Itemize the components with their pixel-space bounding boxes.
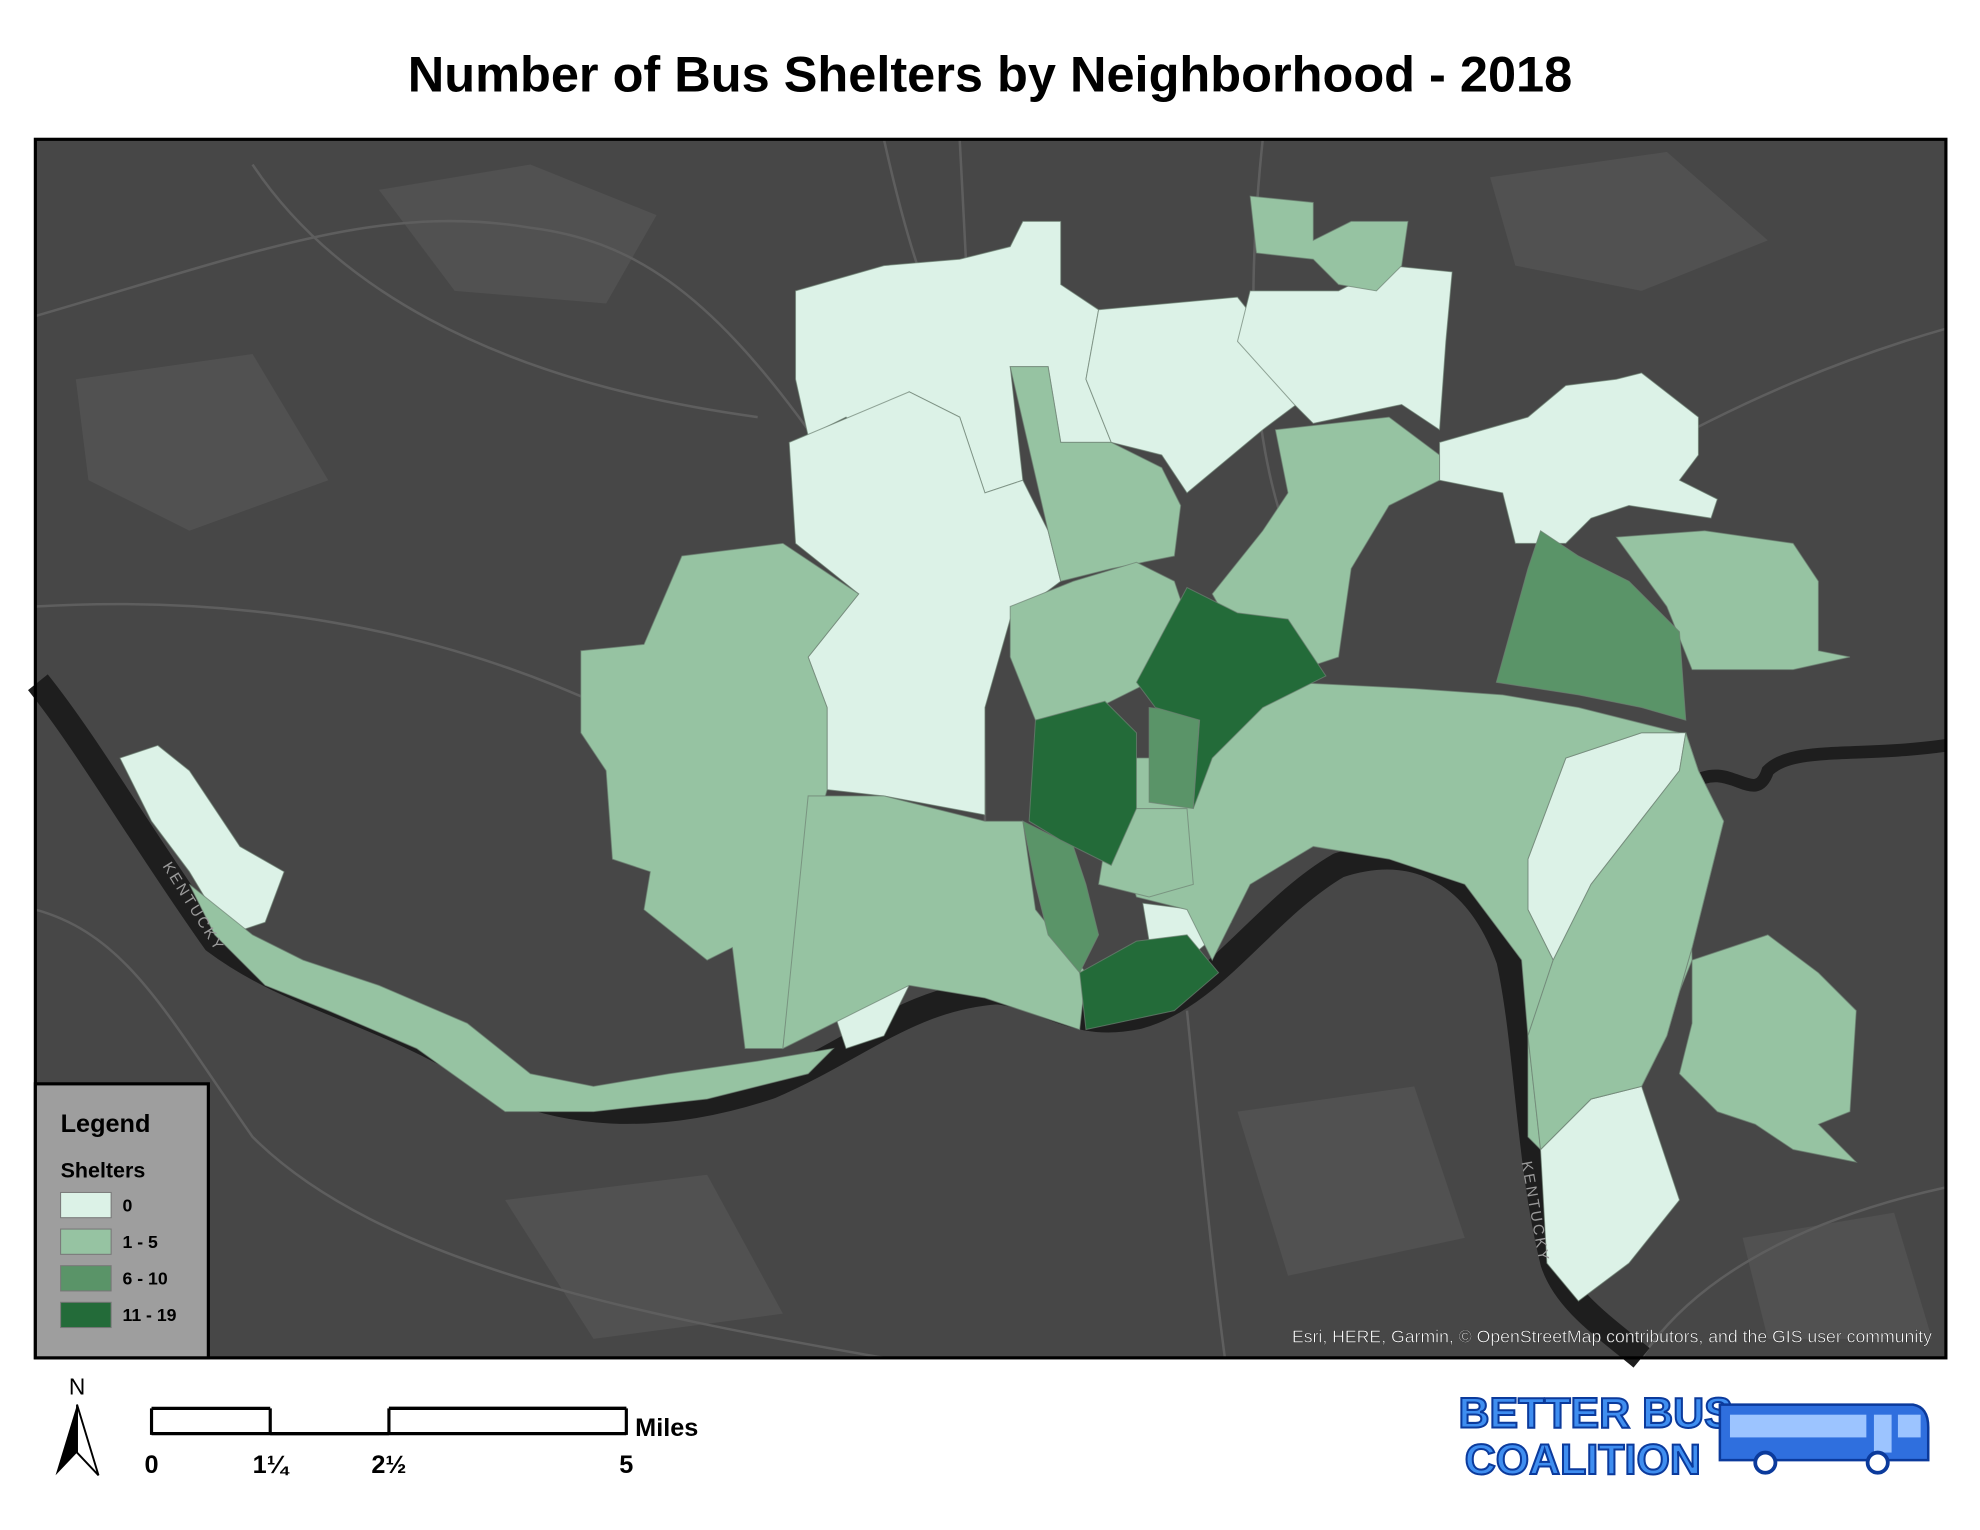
scale-unit: Miles	[635, 1414, 698, 1442]
neighborhood	[1009, 366, 1182, 582]
neighborhood	[1495, 529, 1687, 721]
legend-subtitle: Shelters	[61, 1158, 146, 1182]
licking-river	[1688, 739, 1947, 792]
neighborhood	[1678, 934, 1858, 1163]
scale-tick-label: 2½	[371, 1451, 406, 1479]
map-border	[33, 137, 1948, 1360]
north-arrow: N	[55, 1373, 100, 1476]
basemap-terrain	[75, 151, 1933, 1339]
north-arrow-right	[76, 1404, 100, 1476]
scale-bar: Miles 0 1¼ 2½ 5	[145, 1406, 698, 1479]
attribution: Esri, HERE, Garmin, © OpenStreetMap cont…	[1292, 1327, 1932, 1347]
legend-swatch	[60, 1301, 112, 1329]
logo-bus	[1718, 1403, 1930, 1475]
legend-title: Legend	[61, 1110, 151, 1138]
neighborhood	[1439, 372, 1718, 544]
neighborhood	[1022, 820, 1100, 974]
legend-items: 0 1 - 5 6 - 10 11 - 19	[60, 1191, 177, 1329]
neighborhood	[1211, 416, 1441, 683]
neighborhood	[119, 744, 285, 936]
neighborhood	[1135, 586, 1327, 809]
north-label: N	[69, 1373, 85, 1399]
scale-tick-label: 0	[145, 1451, 159, 1479]
legend-swatch	[60, 1191, 112, 1219]
neighborhoods	[119, 195, 1858, 1302]
scale-tick-label: 5	[619, 1451, 633, 1479]
legend-label: 0	[122, 1195, 132, 1215]
legend-label: 11 - 19	[122, 1305, 176, 1325]
neighborhood	[1148, 706, 1201, 810]
legend: Legend Shelters 0 1 - 5 6 - 10 11 - 19	[33, 1082, 210, 1360]
legend-swatch	[60, 1228, 112, 1255]
map-title: Number of Bus Shelters by Neighborhood -…	[408, 45, 1572, 102]
logo-text: BETTER BUS	[1458, 1389, 1732, 1437]
legend-label: 6 - 10	[122, 1269, 167, 1289]
neighborhood	[1028, 700, 1137, 867]
neighborhood	[188, 883, 835, 1113]
logo-text: COALITION	[1465, 1436, 1701, 1484]
map-frame	[28, 137, 1948, 1368]
north-arrow-left	[55, 1404, 78, 1476]
neighborhood	[1079, 934, 1220, 1031]
scale-tick-label: 1¼	[253, 1451, 290, 1479]
neighborhood	[1249, 195, 1409, 292]
legend-label: 1 - 5	[122, 1232, 158, 1252]
neighborhood	[1527, 732, 1725, 1151]
legend-swatch	[60, 1265, 112, 1292]
logo: BETTER BUS COALITION	[1457, 1388, 1930, 1485]
